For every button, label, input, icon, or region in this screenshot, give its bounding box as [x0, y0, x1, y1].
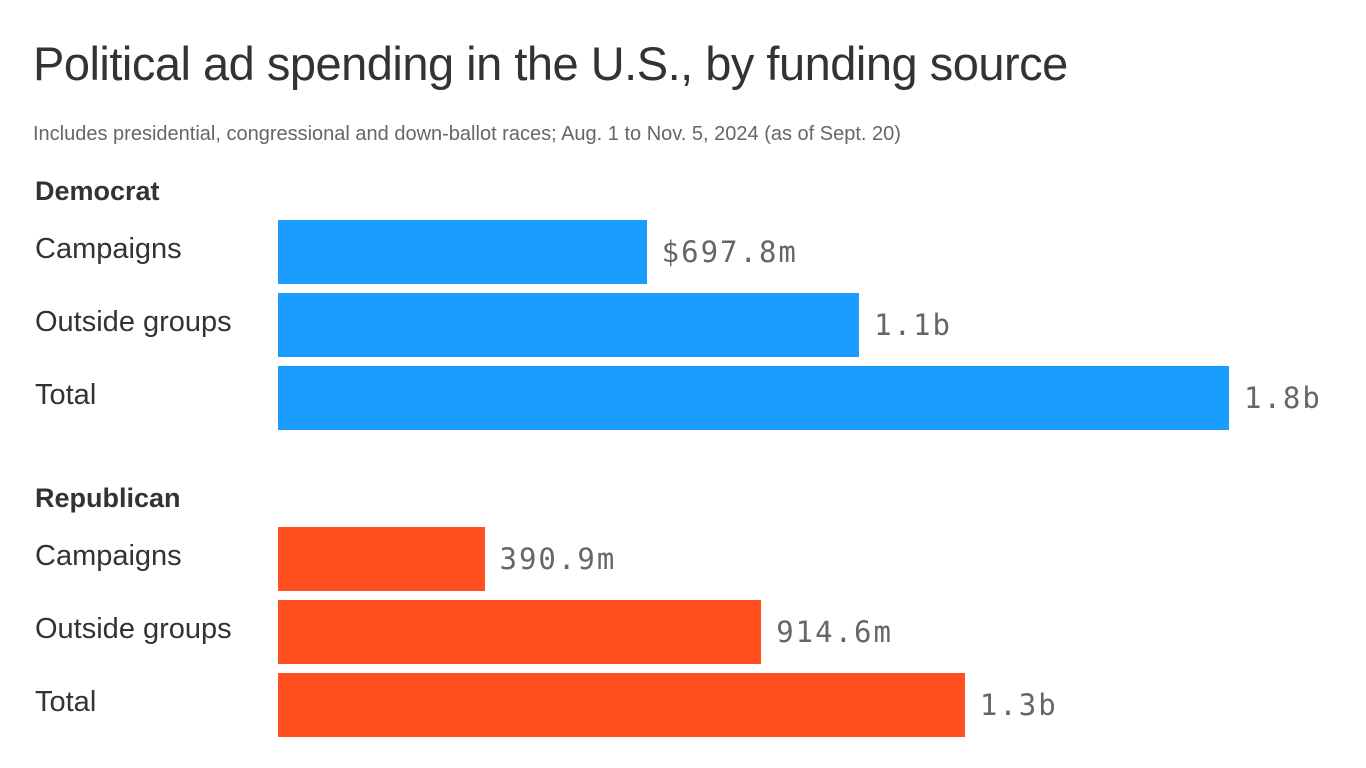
bar-democrat-0	[278, 220, 647, 284]
category-label: Outside groups	[35, 613, 232, 645]
data-label: 1.1b	[874, 308, 952, 342]
category-label: Total	[35, 686, 97, 718]
category-label: Outside groups	[35, 306, 232, 338]
bar-republican-1	[278, 600, 762, 664]
bar-republican-2	[278, 673, 965, 737]
chart-title: Political ad spending in the U.S., by fu…	[33, 37, 1068, 90]
bar-democrat-1	[278, 293, 860, 357]
bar-democrat-2	[278, 366, 1229, 430]
category-label: Campaigns	[35, 540, 182, 572]
data-label: 1.3b	[979, 688, 1058, 722]
bar-republican-0	[278, 527, 485, 591]
chart-subtitle: Includes presidential, congressional and…	[33, 123, 901, 145]
data-label: $697.8m	[661, 235, 798, 269]
category-label: Campaigns	[35, 233, 182, 265]
data-label: 390.9m	[499, 542, 617, 576]
category-label: Total	[35, 379, 97, 411]
group-label: Democrat	[35, 176, 160, 206]
group-label: Republican	[35, 483, 181, 513]
data-label: 1.8b	[1244, 381, 1322, 415]
data-label: 914.6m	[776, 615, 893, 649]
